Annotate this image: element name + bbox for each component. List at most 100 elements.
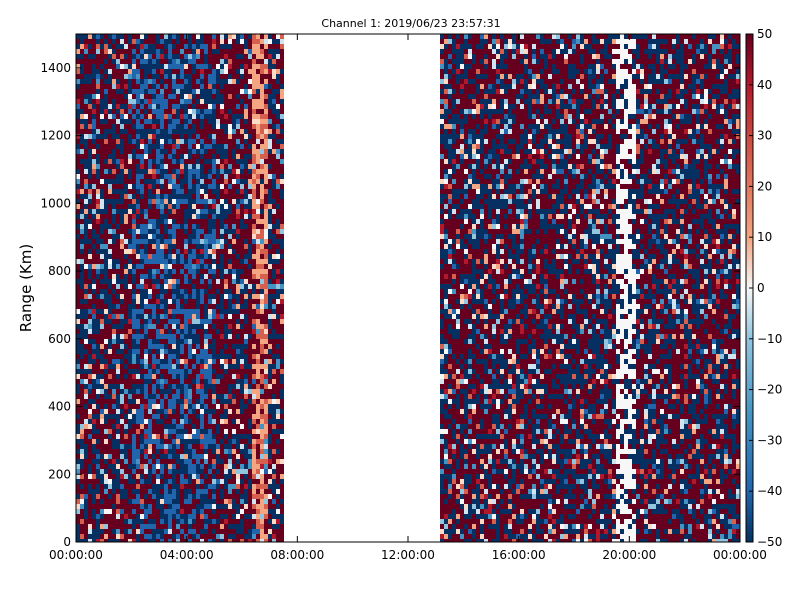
heatmap-cell (212, 239, 216, 244)
heatmap-cell (100, 414, 104, 419)
heatmap-cell (232, 239, 236, 244)
heatmap-cell (248, 304, 252, 309)
heatmap-cell (176, 304, 180, 309)
heatmap-cell (252, 524, 256, 529)
heatmap-cell (80, 79, 84, 84)
heatmap-cell (140, 429, 144, 434)
heatmap-cell (80, 299, 84, 304)
heatmap-cell (120, 94, 124, 99)
heatmap-cell (156, 394, 160, 399)
heatmap-cell (208, 304, 212, 309)
heatmap-cell (180, 229, 184, 234)
heatmap-cell (148, 244, 152, 249)
heatmap-cell (88, 399, 92, 404)
heatmap-cell (208, 299, 212, 304)
heatmap-cell (140, 519, 144, 524)
heatmap-cell (228, 229, 232, 234)
heatmap-cell (136, 174, 140, 179)
heatmap-cell (216, 224, 220, 229)
heatmap-cell (212, 129, 216, 134)
heatmap-cell (236, 54, 240, 59)
heatmap-cell (96, 259, 100, 264)
heatmap-cell (268, 314, 272, 319)
heatmap-cell (140, 524, 144, 529)
heatmap-cell (172, 34, 176, 39)
heatmap-cell (136, 169, 140, 174)
heatmap-cell (112, 59, 116, 64)
heatmap-cell (104, 524, 108, 529)
heatmap-cell (224, 364, 228, 369)
heatmap-cell (232, 234, 236, 239)
heatmap-cell (144, 114, 148, 119)
heatmap-cell (180, 164, 184, 169)
heatmap-cell (92, 369, 96, 374)
heatmap-cell (228, 329, 232, 334)
heatmap-cell (164, 504, 168, 509)
heatmap-cell (260, 44, 264, 49)
heatmap-cell (108, 429, 112, 434)
heatmap-cell (172, 379, 176, 384)
heatmap-cell (148, 354, 152, 359)
heatmap-cell (188, 239, 192, 244)
heatmap-cell (140, 44, 144, 49)
heatmap-cell (140, 79, 144, 84)
heatmap-cell (84, 229, 88, 234)
heatmap-cell (164, 369, 168, 374)
heatmap-cell (136, 509, 140, 514)
heatmap-cell (128, 379, 132, 384)
heatmap-cell (80, 64, 84, 69)
heatmap-cell (176, 154, 180, 159)
heatmap-cell (172, 209, 176, 214)
heatmap-cell (96, 534, 100, 539)
heatmap-cell (220, 144, 224, 149)
heatmap-cell (112, 284, 116, 289)
heatmap-cell (208, 39, 212, 44)
heatmap-cell (172, 59, 176, 64)
heatmap-cell (184, 419, 188, 424)
heatmap-cell (144, 144, 148, 149)
heatmap-cell (144, 194, 148, 199)
heatmap-cell (256, 199, 260, 204)
heatmap-cell (88, 159, 92, 164)
heatmap-cell (256, 314, 260, 319)
heatmap-cell (256, 84, 260, 89)
heatmap-cell (104, 79, 108, 84)
heatmap-cell (224, 214, 228, 219)
heatmap-cell (260, 139, 264, 144)
heatmap-cell (172, 219, 176, 224)
heatmap-cell (76, 49, 80, 54)
heatmap-cell (196, 44, 200, 49)
heatmap-cell (252, 379, 256, 384)
heatmap-cell (160, 204, 164, 209)
heatmap-cell (244, 389, 248, 394)
heatmap-cell (88, 294, 92, 299)
heatmap-cell (152, 99, 156, 104)
heatmap-cell (240, 189, 244, 194)
heatmap-cell (80, 304, 84, 309)
heatmap-cell (240, 319, 244, 324)
heatmap-cell (168, 239, 172, 244)
heatmap-cell (124, 329, 128, 334)
heatmap-cell (196, 89, 200, 94)
heatmap-cell (180, 364, 184, 369)
heatmap-cell (256, 464, 260, 469)
heatmap-cell (268, 49, 272, 54)
heatmap-cell (220, 394, 224, 399)
heatmap-cell (252, 109, 256, 114)
heatmap-cell (172, 194, 176, 199)
heatmap-cell (156, 239, 160, 244)
heatmap-cell (88, 209, 92, 214)
heatmap-cell (240, 159, 244, 164)
heatmap-cell (92, 209, 96, 214)
heatmap-cell (248, 69, 252, 74)
heatmap-cell (100, 479, 104, 484)
heatmap-cell (204, 214, 208, 219)
heatmap-cell (168, 59, 172, 64)
heatmap-cell (172, 464, 176, 469)
heatmap-cell (268, 134, 272, 139)
heatmap-cell (100, 344, 104, 349)
heatmap-cell (224, 369, 228, 374)
heatmap-cell (200, 149, 204, 154)
heatmap-cell (216, 379, 220, 384)
heatmap-cell (236, 319, 240, 324)
